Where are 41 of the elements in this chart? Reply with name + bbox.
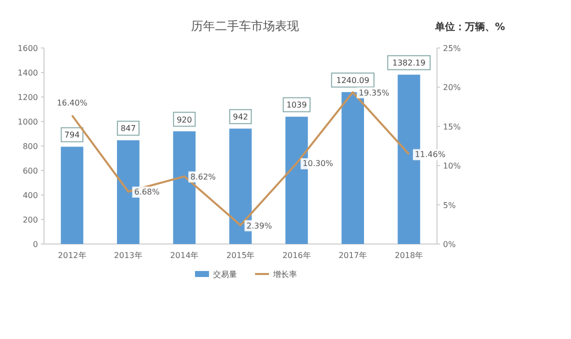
y2-tick-label: 15% [443,122,462,132]
x-tick-label: 2017年 [338,251,367,260]
data-label: 847 [120,124,136,134]
y-tick-label: 1400 [18,68,38,78]
data-label: 1382.19 [392,58,426,68]
y-tick-label: 600 [22,166,38,176]
legend-label: 增长率 [272,270,297,279]
x-tick-label: 2018年 [394,251,424,260]
data-label: 8.62% [190,172,216,182]
y-tick-label: 200 [22,216,38,224]
data-label: 2.39% [246,221,272,230]
y2-tick-label: 10% [443,162,462,171]
data-label: 1039 [286,100,307,110]
y-tick-label: 1600 [18,44,38,53]
y-tick-label: 1000 [18,118,38,126]
text: 单位：万辆、% [434,21,506,33]
chart-title: 历年二手车市场表现 [191,19,299,33]
y-tick-label: 800 [22,142,38,151]
x-tick-label: 2016年 [282,251,311,260]
y2-tick-label: 25% [443,44,462,53]
bar [60,146,84,244]
x-tick-label: 2013年 [114,251,142,260]
data-label: 1240.09 [336,76,370,86]
y2-tick-label: 5% [443,200,456,210]
data-label: 16.40% [56,98,88,108]
y-tick-label: 0 [32,240,38,249]
data-label: 10.30% [302,159,334,168]
x-tick-label: 2015年 [226,251,255,260]
data-label: 6.68% [134,188,160,197]
data-label: 920 [176,115,192,124]
y2-tick-label: 0% [443,240,456,249]
y-tick-label: 400 [22,191,38,200]
data-label: 19.35% [358,88,390,98]
y2-tick-label: 20% [443,83,462,92]
data-label: 794 [64,130,80,140]
y-tick-label: 1200 [18,93,38,102]
x-tick-label: 2014年 [170,251,199,260]
legend-label: 交易量 [213,270,237,279]
data-label: 942 [232,112,248,122]
data-label: 11.46% [414,150,446,160]
x-tick-label: 2012年 [58,251,86,260]
